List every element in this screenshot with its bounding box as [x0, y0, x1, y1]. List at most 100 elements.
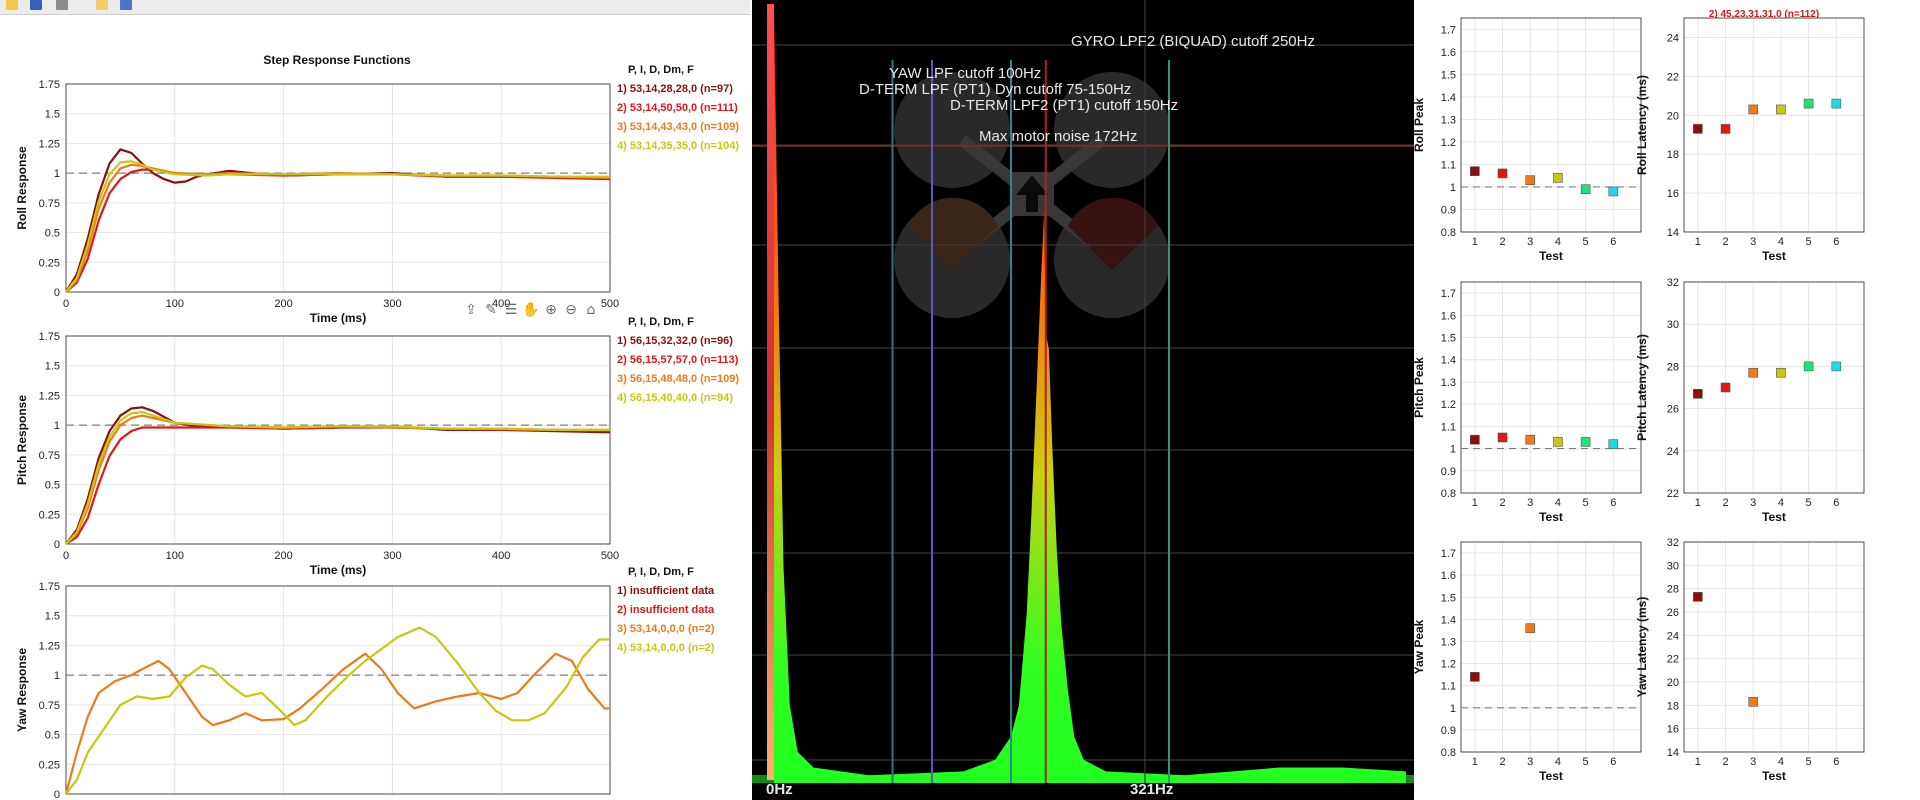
x-tick-label: 0: [63, 550, 69, 562]
y-tick-label: 24: [1667, 32, 1679, 44]
legend-item: 2) 56,15,57,57,0 (n=113): [617, 354, 739, 366]
x-tick-label: 6: [1833, 236, 1839, 248]
spectrum-x-start-label: 0Hz: [766, 781, 793, 798]
x-tick-label: 2: [1499, 236, 1505, 248]
data-point: [1693, 592, 1703, 602]
data-point: [1553, 173, 1563, 183]
y-tick-label: 0: [54, 789, 60, 800]
y-tick-label: 1.7: [1441, 288, 1456, 300]
yaw-peak-plot: 1 2 3 4 5 6 0.8 0.9 1 1.1 1.2 1.3 1.4 1.5 1.6 1.7 Test Ya…: [1414, 541, 1642, 783]
x-tick-label: 300: [383, 550, 401, 562]
axes-toolbar: ⇪ ✎ ☰ ✋ ⊕ ⊖ ⌂: [462, 300, 600, 322]
data-point: [1497, 432, 1508, 443]
top-cutoff-legend: 2) 45,23,31,31,0 (n=112): [1709, 9, 1819, 20]
window-icon[interactable]: [120, 0, 132, 10]
y-tick-label: 1.5: [45, 611, 60, 623]
filter-annotation: D-TERM LPF2 (PT1) cutoff 150Hz: [950, 97, 1178, 114]
plot-frame: [65, 335, 611, 545]
folder-icon[interactable]: [96, 0, 108, 10]
y-tick-label: 16: [1667, 724, 1679, 736]
legend-item: 4) 53,14,35,35,0 (n=104): [617, 140, 739, 152]
plot-area: [1461, 282, 1641, 493]
legend-title: P, I, D, Dm, F: [628, 64, 694, 76]
x-tick-label: 1: [1695, 236, 1701, 248]
x-tick-label: 1: [1695, 497, 1701, 509]
filter-annotations: GYRO LPF2 (BIQUAD) cutoff 250Hz YAW LPF c…: [859, 33, 1315, 145]
filter-annotation: D-TERM LPF (PT1) Dyn cutoff 75-150Hz: [859, 81, 1131, 98]
y-tick-label: 1.5: [45, 361, 60, 373]
roll-peak-plot: 1 2 3 4 5 6 0.8 0.9 1 1.1 1.2 1.3 1.4 1.5 1.6 1.7 Test Ro…: [1414, 17, 1642, 263]
y-tick-label: 30: [1667, 319, 1679, 331]
plot-area: [65, 83, 611, 293]
plot-frame: [65, 585, 611, 795]
yaw-response-panel: 010020030040050000.250.50.7511.251.51.75…: [15, 566, 715, 800]
y-tick-label: 1.1: [1441, 681, 1456, 693]
save-icon[interactable]: [30, 0, 42, 10]
x-tick-label: 4: [1555, 497, 1561, 509]
y-tick-label: 1.6: [1441, 570, 1456, 582]
y-tick-label: 1.5: [45, 109, 60, 121]
filter-annotation: GYRO LPF2 (BIQUAD) cutoff 250Hz: [1071, 33, 1315, 50]
legend-title: P, I, D, Dm, F: [628, 566, 694, 578]
y-tick-label: 1.25: [39, 390, 60, 402]
y-tick-label: 16: [1667, 188, 1679, 200]
plot-frame: [65, 83, 611, 293]
x-axis-label: Test: [1762, 510, 1786, 524]
plot-frame: [1460, 17, 1642, 233]
brush-icon[interactable]: ✎: [485, 302, 497, 318]
y-tick-label: 1.5: [1441, 592, 1456, 604]
legend-item: 1) 56,15,32,32,0 (n=96): [617, 335, 733, 347]
data-point: [1831, 98, 1842, 109]
data-point: [1525, 175, 1536, 185]
plot-frame: [1683, 281, 1865, 494]
y-axis-label: Pitch Peak: [1414, 357, 1426, 418]
x-tick-label: 3: [1527, 497, 1533, 509]
data-point: [1748, 104, 1759, 115]
summary-figure: 2) 45,23,31,31,0 (n=112) 1 2 3 4 5 6 0.8 0.9 1 1.…: [1414, 9, 1865, 783]
y-tick-label: 0.8: [1441, 747, 1456, 759]
x-tick-label: 400: [492, 550, 510, 562]
data-tip-icon[interactable]: ☰: [504, 302, 518, 318]
y-tick-label: 1: [1450, 703, 1456, 715]
y-tick-label: 28: [1667, 361, 1679, 373]
y-tick-label: 0.75: [39, 700, 60, 712]
zoom-in-icon[interactable]: ⊕: [545, 302, 557, 318]
y-tick-label: 14: [1667, 227, 1679, 239]
y-tick-label: 1.1: [1441, 159, 1456, 171]
open-file-icon[interactable]: [6, 0, 18, 10]
y-tick-label: 1.6: [1441, 47, 1456, 59]
y-tick-label: 0: [54, 287, 60, 299]
y-tick-label: 18: [1667, 700, 1679, 712]
x-tick-label: 4: [1778, 497, 1784, 509]
zoom-out-icon[interactable]: ⊖: [565, 302, 577, 318]
y-tick-label: 1.5: [1441, 333, 1456, 345]
x-tick-label: 6: [1833, 497, 1839, 509]
y-tick-label: 0: [54, 539, 60, 551]
x-tick-label: 5: [1583, 236, 1589, 248]
data-point: [1720, 382, 1731, 393]
y-tick-label: 1.7: [1441, 24, 1456, 36]
plot-frame: [1460, 541, 1642, 753]
export-icon[interactable]: ⇪: [465, 302, 477, 318]
x-axis-label: Time (ms): [310, 563, 366, 577]
y-tick-label: 0.25: [39, 509, 60, 521]
x-axis-label: Test: [1539, 249, 1563, 263]
pan-hand-icon[interactable]: ✋: [522, 302, 540, 318]
data-point: [1748, 697, 1759, 707]
step-response-figure: Step Response Functions 0 100 200 300 400 500…: [15, 53, 739, 800]
x-tick-label: 5: [1806, 756, 1812, 768]
y-tick-label: 0.5: [45, 730, 60, 742]
data-point: [1608, 439, 1619, 449]
x-tick-label: 6: [1833, 756, 1839, 768]
y-tick-label: 1.3: [1441, 114, 1456, 126]
home-icon[interactable]: ⌂: [586, 302, 596, 318]
y-axis-label: Roll Peak: [1414, 98, 1426, 152]
y-axis-label: Yaw Peak: [1414, 619, 1426, 674]
plot-frame: [1683, 541, 1865, 753]
database-icon[interactable]: [56, 0, 68, 10]
y-tick-label: 0.75: [39, 198, 60, 210]
roll-response-panel: 0 100 200 300 400 500 0 0.25 0.5 0.75 1 1.25 1.5 1.75…: [15, 64, 739, 325]
legend-item: 1) insufficient data: [617, 585, 715, 597]
data-point: [1693, 124, 1703, 134]
y-tick-label: 1.5: [1441, 69, 1456, 81]
